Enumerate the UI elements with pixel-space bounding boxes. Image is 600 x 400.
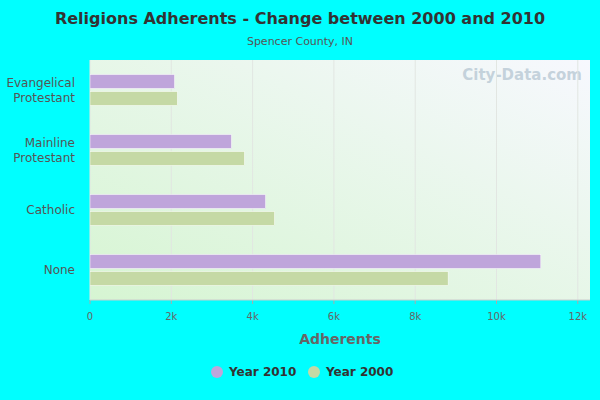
grid-line [577,60,578,300]
legend: Year 2010 Year 2000 [211,365,393,379]
x-axis-line [90,300,590,301]
tick-mark [252,300,253,304]
tick-label: 2k [165,311,177,322]
watermark: City-Data.com [462,66,582,84]
bar [90,152,244,166]
legend-swatch [308,366,320,378]
tick-label: 10k [487,311,506,322]
x-axis-label: Adherents [299,331,381,347]
category-label-line: Protestant [13,151,75,165]
tick-mark [415,300,416,304]
bar [90,212,275,226]
bar [90,195,266,209]
chart: Religions Adherents - Change between 200… [0,0,600,400]
bar [90,272,448,286]
tick-label: 12k [569,311,588,322]
category-label-line: None [44,263,75,277]
legend-label: Year 2010 [228,365,296,379]
title: Religions Adherents - Change between 200… [55,9,545,28]
bar [90,255,541,269]
tick-label: 8k [409,311,421,322]
category-label: None [44,263,75,277]
category-label-line: Protestant [13,91,75,105]
category-label: Catholic [26,203,75,217]
bar [90,92,177,106]
category-label-line: Mainline [25,136,75,150]
bar [90,135,231,149]
tick-label: 4k [247,311,259,322]
bars [90,75,541,286]
plot-background [90,60,590,300]
tick-mark [90,300,91,304]
category-label: EvangelicalProtestant [6,76,75,105]
category-label: MainlineProtestant [13,136,75,165]
legend-swatch [211,366,223,378]
category-label-line: Catholic [26,203,75,217]
tick-mark [496,300,497,304]
subtitle: Spencer County, IN [247,35,353,48]
category-label-line: Evangelical [6,76,75,90]
tick-label: 6k [328,311,340,322]
tick-mark [577,300,578,304]
tick-label: 0 [87,311,93,322]
tick-mark [171,300,172,304]
tick-mark [333,300,334,304]
legend-label: Year 2000 [325,365,393,379]
bar [90,75,175,89]
